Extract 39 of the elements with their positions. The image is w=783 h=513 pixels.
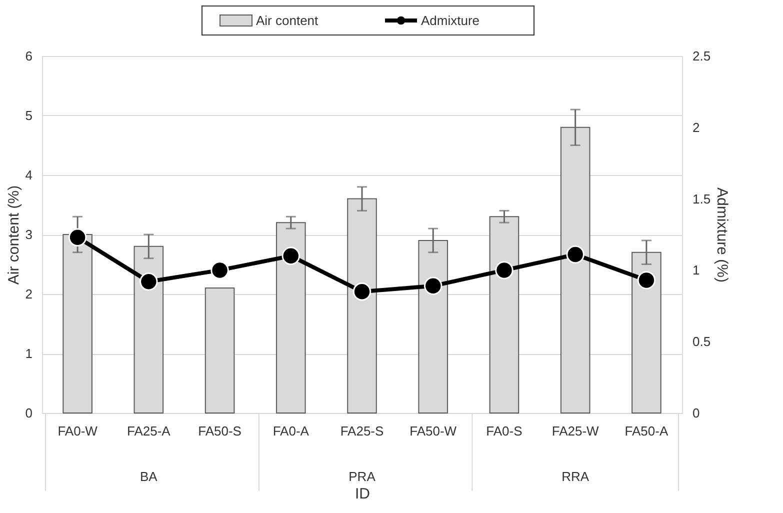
x-axis-title: ID [355,486,370,502]
y2-tick-label: 1.5 [692,191,711,206]
x-tick-label: FA50-A [624,424,668,438]
y-tick-label: 1 [25,346,32,361]
x-tick-label: FA25-W [552,424,600,438]
legend-label: Air content [256,13,319,28]
legend-label: Admixture [421,13,480,28]
point [210,261,229,280]
x-tick-label: FA0-W [58,424,98,438]
x-tick-label: FA0-S [486,424,523,438]
y2-tick-label: 1 [692,262,700,278]
y2-axis-title: Admixture (%) [714,187,731,283]
y-axis-title: Air content (%) [5,185,22,285]
y2-tick-label: 2 [692,120,700,135]
text: PRA [348,469,376,484]
x-tick-label: FA0-A [272,424,310,438]
point [140,272,158,291]
x-tick-label: FA25-A [126,424,171,438]
point [352,282,372,301]
y2-tick-label: 0.5 [692,334,711,350]
text: BA [140,469,158,484]
y-tick-label: 6 [25,48,32,64]
x-tick-label: FA50-S [198,424,242,438]
text: RRA [562,469,590,484]
y-tick-label: 2 [25,286,32,302]
point [637,271,656,290]
x-tick-label: FA50-W [410,424,458,438]
point [495,261,514,280]
y-tick-label: 0 [25,406,32,420]
point [68,228,87,246]
point [424,276,442,296]
y2-tick-label: 2.5 [692,48,711,64]
point [282,246,300,266]
y-tick-label: 5 [25,108,32,123]
y-tick-label: 3 [25,227,32,242]
y-tick-label: 4 [25,168,32,182]
y2-tick-label: 0 [692,406,700,420]
x-tick-label: FA25-S [340,424,384,438]
point [566,245,584,264]
